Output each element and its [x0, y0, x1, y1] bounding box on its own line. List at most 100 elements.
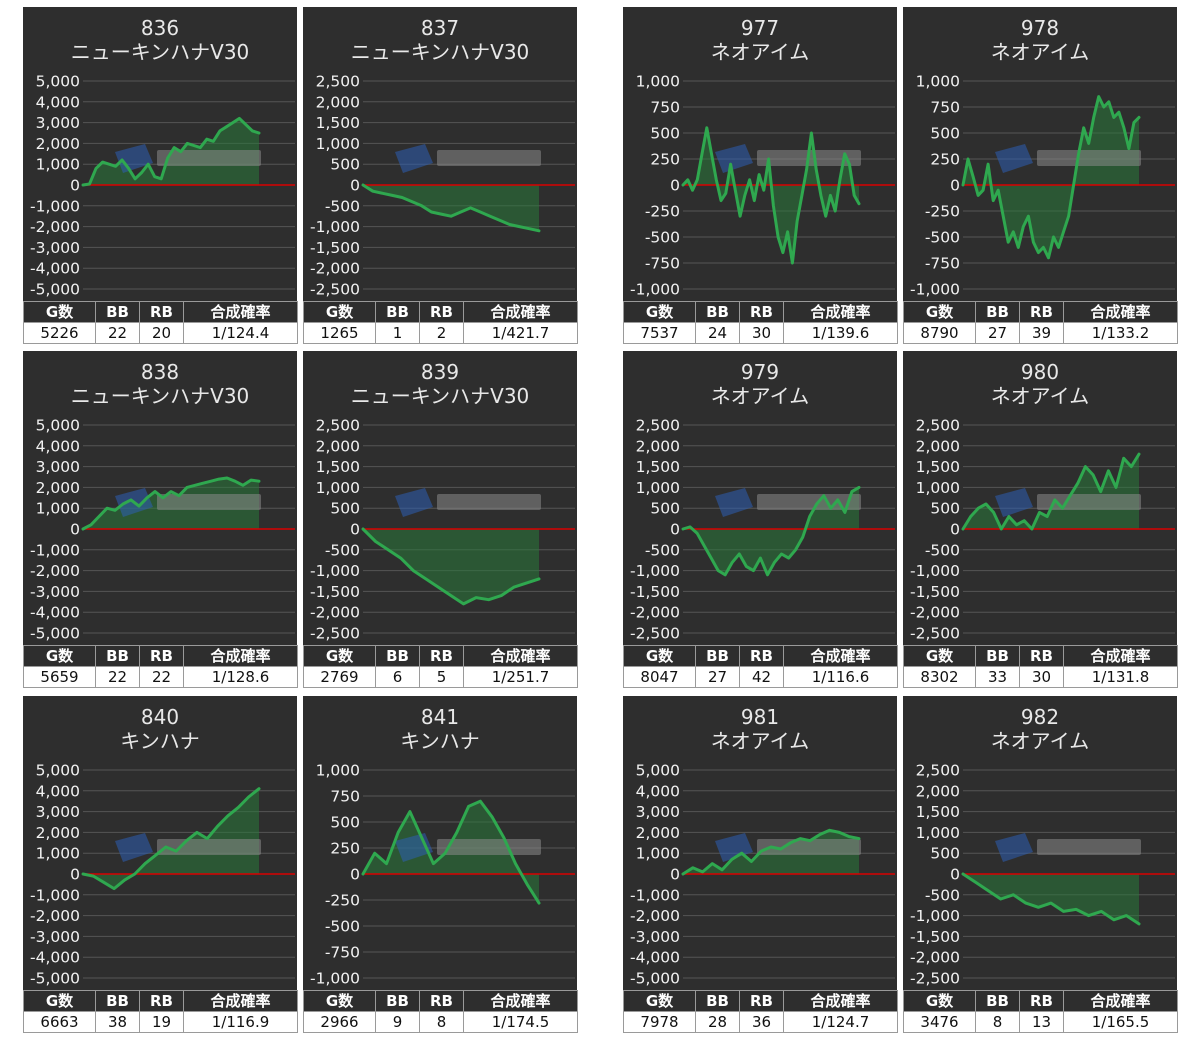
stats-header-cell: RB	[1019, 301, 1064, 323]
stats-header-cell: BB	[375, 645, 420, 667]
stats-value-row: 8790 27 39 1/133.2	[903, 322, 1178, 344]
chart-panel: 980 ネオアイム 2,500 2,000 1,500 1,000 500 0 -500 -1,0…	[903, 351, 1177, 645]
stats-header-cell: BB	[975, 645, 1020, 667]
y-tick-label: -1,000	[630, 886, 680, 904]
y-tick-label: 2,000	[916, 782, 960, 800]
stats-value-row: 1265 1 2 1/421.7	[303, 322, 578, 344]
y-tick-label: -250	[925, 203, 960, 221]
stats-table: G数 BB RB 合成確率 7537 24 30 1/139.6	[623, 301, 898, 344]
stat-rb: 2	[419, 322, 464, 344]
stats-table: G数 BB RB 合成確率 5226 22 20 1/124.4	[23, 301, 298, 344]
y-tick-label: 750	[930, 99, 960, 117]
stats-header-row: G数 BB RB 合成確率	[623, 990, 898, 1012]
machine-card-978: 978 ネオアイム 1,000 750 500 250 0 -250 -500 -750 -1,00…	[903, 7, 1178, 344]
series-line	[961, 95, 1141, 260]
y-tick-label: 0	[350, 866, 360, 884]
stat-combined-rate: 1/131.8	[1063, 666, 1178, 688]
y-tick-label: -750	[925, 255, 960, 273]
stat-combined-rate: 1/124.7	[783, 1011, 898, 1033]
stat-games: 5226	[23, 322, 96, 344]
y-tick-label: -3,000	[30, 583, 80, 601]
stats-value-row: 7978 28 36 1/124.7	[623, 1011, 898, 1033]
y-tick-label: 4,000	[636, 782, 680, 800]
stats-header-cell: 合成確率	[1063, 990, 1178, 1012]
stats-header-cell: 合成確率	[783, 645, 898, 667]
y-tick-label: 2,500	[316, 417, 360, 435]
stats-table: G数 BB RB 合成確率 6663 38 19 1/116.9	[23, 990, 298, 1033]
y-tick-label: -1,000	[310, 218, 360, 236]
watermark-emblem	[995, 488, 1033, 517]
machine-number: 977	[740, 16, 780, 40]
stat-bb: 28	[695, 1011, 740, 1033]
chart-svg: 2,500 2,000 1,500 1,000 500 0 -500 -1,000 -1,500…	[310, 417, 575, 643]
stats-header-cell: RB	[739, 301, 784, 323]
y-tick-label: 2,500	[916, 417, 960, 435]
series-area	[83, 788, 259, 889]
y-tick-label: 1,000	[916, 824, 960, 842]
y-tick-label: 4,000	[36, 782, 80, 800]
y-tick-label: -2,000	[630, 907, 680, 925]
machine-name: ニューキンハナV30	[350, 40, 530, 64]
y-tick-label: -3,000	[30, 928, 80, 946]
y-tick-label: -1,000	[30, 886, 80, 904]
stats-header-row: G数 BB RB 合成確率	[623, 645, 898, 667]
y-tick-label: -5,000	[630, 970, 680, 988]
stats-header-row: G数 BB RB 合成確率	[623, 301, 898, 323]
y-tick-label: -1,000	[310, 562, 360, 580]
stats-table: G数 BB RB 合成確率 8790 27 39 1/133.2	[903, 301, 1178, 344]
stats-header-cell: BB	[695, 645, 740, 667]
stats-header-row: G数 BB RB 合成確率	[303, 990, 578, 1012]
y-tick-label: -1,500	[310, 239, 360, 257]
y-tick-label: 3,000	[36, 458, 80, 476]
machine-number: 837	[420, 16, 460, 40]
stat-games: 7978	[623, 1011, 696, 1033]
y-tick-label: 0	[670, 521, 680, 539]
chart-svg: 2,500 2,000 1,500 1,000 500 0 -500 -1,000 -1,500…	[630, 417, 895, 643]
series-area	[963, 96, 1139, 258]
machine-name: キンハナ	[120, 729, 200, 753]
y-tick-label: -2,000	[630, 604, 680, 622]
machine-name: ニューキンハナV30	[350, 384, 530, 408]
stat-bb: 8	[975, 1011, 1020, 1033]
y-tick-label: 0	[70, 866, 80, 884]
stat-rb: 36	[739, 1011, 784, 1033]
watermark-logo	[395, 144, 541, 173]
y-tick-label: -4,000	[30, 260, 80, 278]
y-tick-label: -3,000	[30, 239, 80, 257]
machine-name: ニューキンハナV30	[70, 384, 250, 408]
y-tick-label: -500	[325, 197, 360, 215]
stats-header-cell: BB	[95, 645, 140, 667]
y-tick-label: 1,000	[316, 479, 360, 497]
series-line	[81, 116, 261, 187]
stat-bb: 22	[95, 322, 140, 344]
y-tick-label: 1,500	[916, 803, 960, 821]
watermark-emblem	[395, 144, 433, 173]
stat-rb: 8	[419, 1011, 464, 1033]
stat-bb: 27	[975, 322, 1020, 344]
y-tick-label: 500	[930, 845, 960, 863]
y-tick-label: -1,000	[310, 970, 360, 988]
stats-header-row: G数 BB RB 合成確率	[303, 301, 578, 323]
stat-rb: 19	[139, 1011, 184, 1033]
stat-rb: 13	[1019, 1011, 1064, 1033]
stats-header-cell: 合成確率	[183, 990, 298, 1012]
y-tick-label: 1,000	[916, 73, 960, 91]
stats-value-row: 5226 22 20 1/124.4	[23, 322, 298, 344]
y-tick-label: 0	[950, 866, 960, 884]
y-tick-label: -1,500	[910, 928, 960, 946]
y-tick-label: 5,000	[36, 417, 80, 435]
y-tick-label: -5,000	[30, 625, 80, 643]
y-tick-label: -2,000	[910, 604, 960, 622]
stats-header-row: G数 BB RB 合成確率	[23, 645, 298, 667]
y-tick-label: -2,000	[910, 949, 960, 967]
series-line	[81, 476, 261, 531]
stats-header-cell: G数	[23, 645, 96, 667]
series-line	[361, 527, 541, 606]
y-tick-label: 5,000	[36, 73, 80, 91]
stats-header-cell: G数	[303, 301, 376, 323]
stat-games: 8047	[623, 666, 696, 688]
chart-svg: 5,000 4,000 3,000 2,000 1,000 0 -1,000 -2,000 -3…	[630, 762, 895, 988]
stats-header-cell: RB	[139, 645, 184, 667]
y-tick-label: 1,000	[916, 479, 960, 497]
stats-header-row: G数 BB RB 合成確率	[303, 645, 578, 667]
